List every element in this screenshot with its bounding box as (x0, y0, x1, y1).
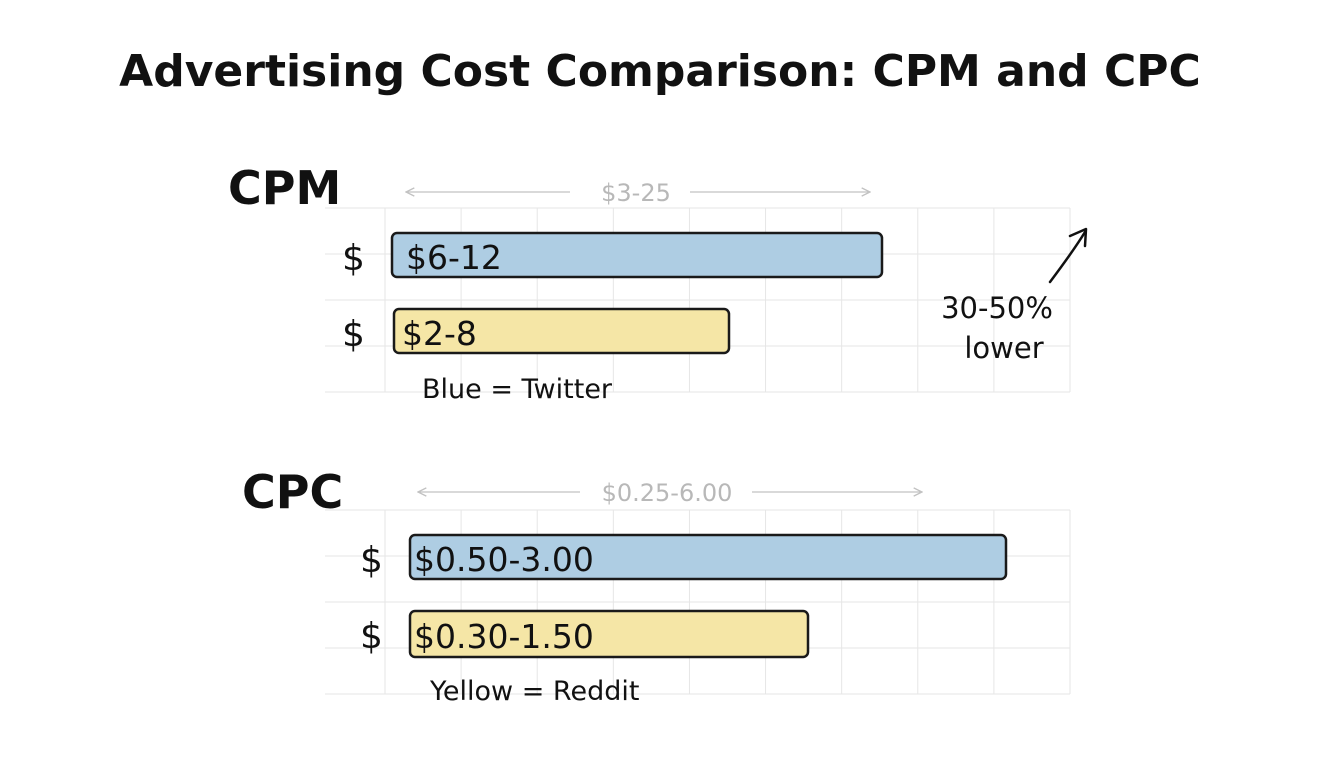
cpm-bar-reddit-label: $2-8 (402, 314, 477, 353)
up-arrow-head-icon (1068, 227, 1088, 248)
cpm-reddit-currency-symbol: $ (342, 314, 365, 355)
cpm-bar-twitter (390, 231, 884, 279)
cpc-legend: Yellow = Reddit (429, 676, 639, 707)
cpc-section-title: CPC (242, 465, 343, 519)
cpc-bar-twitter-label: $0.50-3.00 (414, 540, 594, 579)
cpc-reddit-currency-symbol: $ (360, 616, 383, 657)
cpm-section-title: CPM (228, 161, 341, 215)
cpm-bar-reddit (392, 307, 731, 355)
cpc-bar-reddit (408, 609, 810, 659)
cpm-bar-twitter-label: $6-12 (406, 238, 502, 277)
cpc-panel: CPC $0.25-6.00 $ $0.50-3.00 $ $0.30-1.50… (242, 465, 1071, 707)
chart-title: Advertising Cost Comparison: CPM and CPC (119, 46, 1201, 97)
savings-annotation: 30-50% lower (941, 227, 1088, 365)
cpc-bar-reddit-label: $0.30-1.50 (414, 617, 594, 656)
up-arrow-icon (1048, 230, 1087, 284)
cpm-range-label: $3-25 (601, 179, 671, 207)
annotation-lower: lower (964, 331, 1043, 365)
annotation-percent: 30-50% (941, 291, 1053, 325)
cpc-range-label: $0.25-6.00 (602, 479, 733, 507)
cpm-panel: CPM $3-25 $ $6-12 $ $2-8 Blue = Twitter (228, 161, 1071, 405)
cpc-bar-twitter (408, 533, 1008, 581)
cpc-twitter-currency-symbol: $ (360, 540, 383, 581)
cpm-twitter-currency-symbol: $ (342, 238, 365, 279)
cpm-legend: Blue = Twitter (422, 374, 613, 405)
